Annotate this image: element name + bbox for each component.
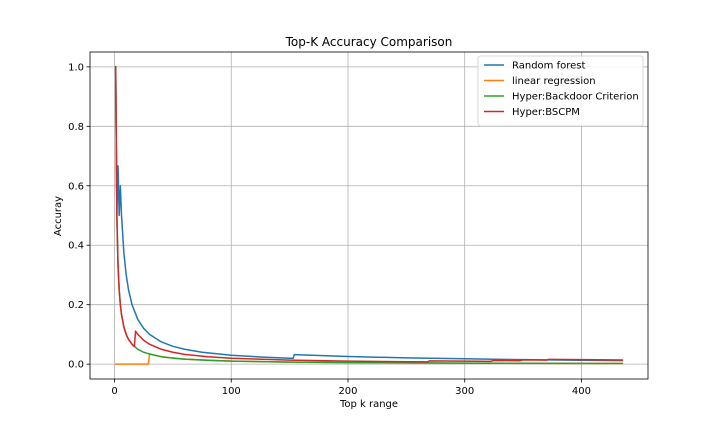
series-lines: [114, 66, 624, 365]
chart-title: Top-K Accuracy Comparison: [285, 35, 453, 49]
y-tick-label: 0.2: [68, 300, 84, 311]
legend: Random forest linear regression Hyper:Back…: [477, 55, 644, 127]
x-tick-label: 300: [455, 386, 474, 397]
legend-label: linear regression: [512, 76, 596, 87]
y-tick-label: 0.0: [68, 360, 84, 371]
y-tick-label: 0.4: [68, 241, 84, 252]
legend-box: [477, 55, 644, 127]
x-tick-label: 200: [338, 386, 357, 397]
y-tick-label: 0.8: [68, 122, 84, 133]
x-axis-label: Top k range: [339, 399, 398, 410]
legend-label: Random forest: [512, 61, 585, 72]
plot-frame: [89, 51, 649, 380]
axis-ticks: 0 100 200 300 400 0.0 0.2 0.4 0.6 0.8 1.0: [68, 62, 591, 397]
x-tick-label: 400: [572, 386, 591, 397]
series-line-hyper-bscpm: [114, 66, 624, 363]
x-tick-label: 0: [111, 386, 117, 397]
series-line-random-forest: [114, 66, 624, 362]
y-tick-label: 1.0: [68, 62, 84, 73]
legend-label: Hyper:BSCPM: [512, 107, 580, 118]
legend-label: Hyper:Backdoor Criterion: [512, 92, 639, 103]
y-tick-label: 0.6: [68, 181, 84, 192]
x-tick-label: 100: [222, 386, 241, 397]
y-axis-label: Accuray: [53, 196, 64, 236]
